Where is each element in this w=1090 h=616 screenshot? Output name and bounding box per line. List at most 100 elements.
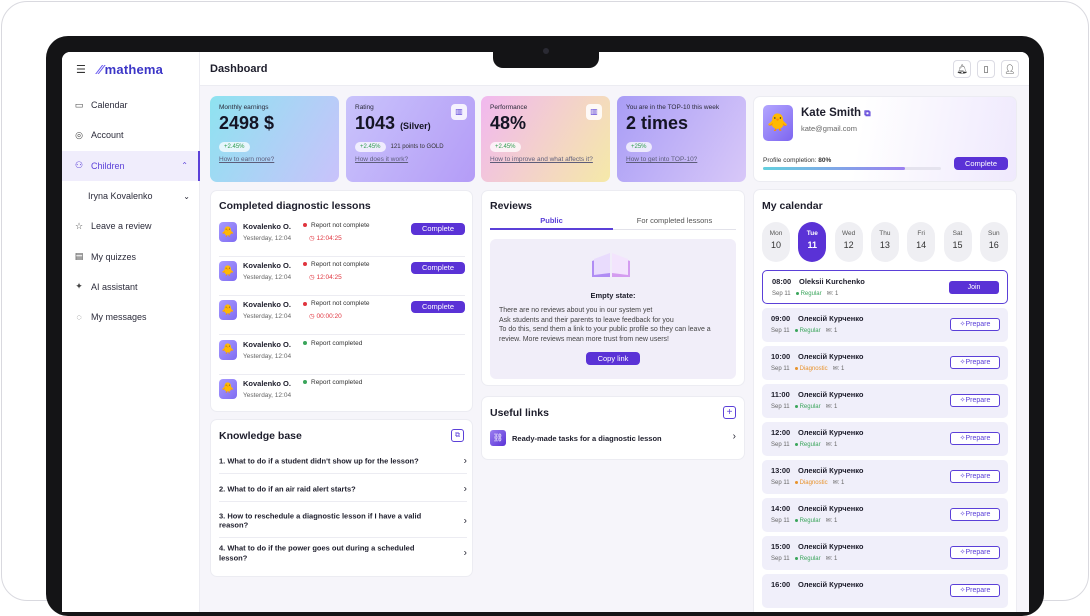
day-wed[interactable]: Wed 12 [834, 222, 863, 262]
event-time: 14:00 [771, 504, 791, 513]
day-number: 14 [916, 240, 927, 250]
day-thu[interactable]: Thu 13 [870, 222, 899, 262]
sidebar-item-label: My quizzes [91, 251, 137, 262]
reviews-title: Reviews [490, 200, 533, 212]
stat-help-link[interactable]: How to get into TOP-10? [626, 156, 698, 163]
empty-state-line: There are no reviews about you in our sy… [499, 307, 653, 314]
join-button[interactable]: Join [949, 281, 999, 294]
open-book-icon [588, 247, 634, 281]
knowledge-question: 4. What to do if the power goes out duri… [219, 543, 415, 563]
event-time: 11:00 [771, 390, 790, 399]
prepare-button[interactable]: ✧Prepare [950, 394, 1000, 407]
prepare-button[interactable]: ✧Prepare [950, 584, 1000, 597]
book-icon[interactable]: ▯ [977, 60, 995, 78]
calendar-event[interactable]: 09:00 Олексій Курченко Sep 11 Regular ✉: 1 ✧P… [762, 308, 1008, 342]
mail-icon: ✉ [826, 291, 832, 297]
lesson-date: Yesterday, 12:04 [243, 235, 292, 242]
event-time: 12:00 [771, 428, 791, 437]
day-of-week: Tue [806, 230, 818, 237]
prepare-button[interactable]: ✧Prepare [950, 470, 1000, 483]
avatar: 🐥 [219, 339, 237, 360]
knowledge-item[interactable]: 2. What to do if an air raid alert start… [219, 476, 467, 502]
stat-help-link[interactable]: How to improve and what affects it? [490, 156, 593, 163]
clock-icon: ◷ [309, 274, 315, 282]
tab-completed-lessons[interactable]: For completed lessons [636, 216, 713, 225]
bell-icon[interactable]: 🔔︎ [953, 60, 971, 78]
knowledge-item[interactable]: 4. What to do if the power goes out duri… [219, 540, 467, 566]
sidebar-item-label: Account [91, 130, 124, 141]
menu-icon[interactable]: ☰ [76, 63, 86, 76]
day-fri[interactable]: Fri 14 [907, 222, 936, 262]
completion-value: 80% [818, 157, 832, 164]
calendar-event[interactable]: 11:00 Олексій Курченко Sep 11 Regular ✉: 1 ✧P… [762, 384, 1008, 418]
day-sun[interactable]: Sun 16 [979, 222, 1008, 262]
sidebar-item-iryna-kovalenko[interactable]: Iryna Kovalenko ⌄ [62, 181, 200, 211]
external-link-icon[interactable]: ⧉ [864, 108, 871, 118]
calendar-event[interactable]: 14:00 Олексій Курченко Sep 11 Regular ✉: 1 ✧P… [762, 498, 1008, 532]
diagnostic-row: 🐥 Kovalenko O. Yesterday, 12:04 Report comp… [219, 337, 465, 375]
calendar-event[interactable]: 16:00 Олексій Курченко ✧Prepare [762, 574, 1008, 608]
bar-chart-icon[interactable]: ▥ [451, 104, 467, 120]
day-sat[interactable]: Sat 15 [943, 222, 972, 262]
user-circle-icon: ◎ [75, 129, 83, 140]
event-time: 09:00 [771, 314, 791, 323]
calendar-event[interactable]: 12:00 Олексій Курченко Sep 11 Regular ✉: 1 ✧P… [762, 422, 1008, 456]
complete-report-button[interactable]: Complete [411, 223, 465, 235]
student-name: Kovalenko O. [243, 339, 291, 349]
stat-help-link[interactable]: How to earn more? [219, 156, 275, 163]
complete-report-button[interactable]: Complete [411, 301, 465, 314]
student-name: Kovalenko O. [243, 300, 291, 310]
sidebar-item-my-messages[interactable]: ◌ My messages [62, 302, 200, 332]
event-meta: Sep 11 Regular ✉: 1 [771, 442, 838, 448]
app-screen: ☰ ∕∕ mathema ▭ Calendar ◎ Account ⚇ Children ⌃ I… [62, 52, 1029, 612]
knowledge-item[interactable]: 3. How to reschedule a diagnostic lesson… [219, 504, 467, 538]
event-date: Sep 11 [771, 404, 790, 410]
useful-links-card: Useful links + ⛓ Ready-made tasks for a … [481, 396, 745, 460]
mail-icon: ✉ [825, 404, 831, 410]
prepare-button[interactable]: ✧Prepare [950, 508, 1000, 521]
chevron-right-icon: › [463, 483, 467, 494]
sidebar-item-children[interactable]: ⚇ Children ⌃ [62, 150, 200, 181]
brand-logo[interactable]: ∕∕ mathema [97, 61, 164, 77]
day-tue[interactable]: Tue 11 [798, 222, 827, 262]
profile-icon[interactable]: 👤︎ [1001, 60, 1019, 78]
calendar-event[interactable]: 15:00 Олексій Курченко Sep 11 Regular ✉: 1 ✧P… [762, 536, 1008, 570]
calendar-event[interactable]: 10:00 Олексій Курченко Sep 11 Diagnostic ✉: … [762, 346, 1008, 380]
sidebar-item-account[interactable]: ◎ Account [62, 120, 200, 150]
sparkle-icon: ✧ [959, 359, 966, 366]
sidebar-item-label: My messages [91, 312, 147, 323]
prepare-button[interactable]: ✧Prepare [950, 432, 1000, 445]
diagnostic-lessons-card: Completed diagnostic lessons 🐥 Kovalenko … [210, 190, 473, 412]
prepare-button[interactable]: ✧Prepare [950, 546, 1000, 559]
event-count: 1 [840, 480, 845, 486]
sidebar: ☰ ∕∕ mathema ▭ Calendar ◎ Account ⚇ Children ⌃ I… [62, 52, 200, 612]
sidebar-item-calendar[interactable]: ▭ Calendar [62, 90, 200, 120]
sidebar-item-my-quizzes[interactable]: ▤ My quizzes [62, 241, 200, 271]
sidebar-item-ai-assistant[interactable]: ✦ AI assistant [62, 272, 200, 302]
chevron-down-icon[interactable]: ⌄ [183, 191, 190, 201]
stat-help-link[interactable]: How does it work? [355, 156, 409, 163]
student-name: Kovalenko O. [243, 222, 291, 231]
calendar-title: My calendar [762, 200, 823, 212]
external-link-icon[interactable]: ⧉ [451, 429, 464, 442]
complete-report-button[interactable]: Complete [411, 262, 465, 275]
copy-link-button[interactable]: Copy link [586, 352, 640, 365]
reviews-tabs: Public For completed lessons [490, 216, 736, 230]
knowledge-question: 1. What to do if a student didn't show u… [219, 455, 419, 465]
bar-chart-icon[interactable]: ▥ [586, 104, 602, 120]
event-time: 15:00 [771, 542, 791, 551]
sidebar-item-leave-a-review[interactable]: ☆ Leave a review [62, 211, 200, 241]
complete-profile-button[interactable]: Complete [954, 157, 1008, 170]
chevron-up-icon[interactable]: ⌃ [181, 161, 188, 171]
tab-public[interactable]: Public [490, 216, 613, 230]
prepare-button[interactable]: ✧Prepare [950, 356, 1000, 369]
calendar-event[interactable]: 13:00 Олексій Курченко Sep 11 Diagnostic ✉: … [762, 460, 1008, 494]
prepare-button[interactable]: ✧Prepare [950, 318, 1000, 331]
useful-link-item[interactable]: ⛓ Ready-made tasks for a diagnostic less… [490, 430, 738, 446]
day-number: 11 [807, 240, 818, 250]
add-icon[interactable]: + [723, 406, 736, 419]
day-mon[interactable]: Mon 10 [762, 222, 790, 262]
knowledge-item[interactable]: 1. What to do if a student didn't show u… [219, 448, 467, 474]
event-count: 1 [833, 556, 838, 562]
